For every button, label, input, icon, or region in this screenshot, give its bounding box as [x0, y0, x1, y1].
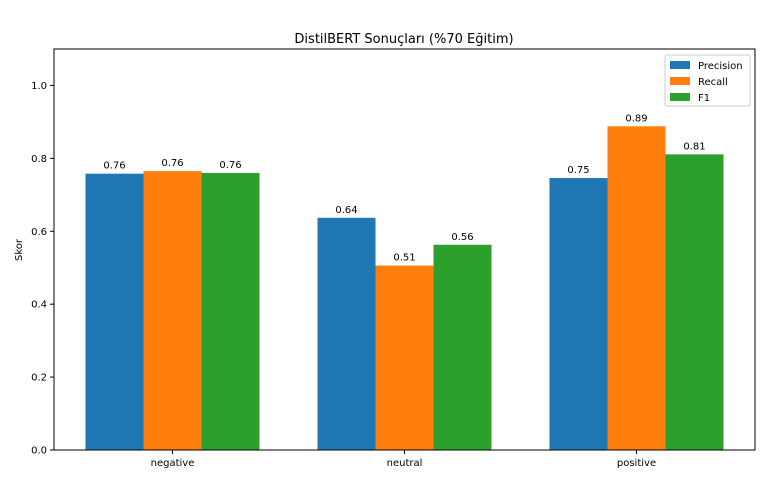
y-axis-label: Skor: [14, 238, 25, 261]
legend-label-precision: Precision: [698, 61, 743, 72]
bar-recall-negative: [143, 171, 202, 450]
bar-recall-neutral: [375, 265, 434, 450]
y-tick-label: 0.2: [31, 373, 47, 384]
legend-swatch-recall: [670, 77, 690, 85]
legend-swatch-f1: [670, 93, 690, 101]
bars-group: [85, 126, 724, 451]
x-tick-label-positive: positive: [617, 458, 656, 469]
bar-f1-negative: [201, 172, 260, 451]
bar-precision-negative: [85, 173, 144, 450]
data-label-f1-negative: 0.76: [219, 160, 241, 171]
bar-f1-positive: [665, 154, 724, 450]
legend-label-recall: Recall: [698, 77, 728, 88]
data-label-precision-positive: 0.75: [567, 165, 589, 176]
y-tick-label: 0.8: [31, 154, 47, 165]
y-tick-label: 0.0: [31, 446, 47, 457]
data-label-recall-negative: 0.76: [161, 158, 183, 169]
axes-group: 0.0 0.2 0.4 0.6 0.8 1.0 negative neutral positiv…: [31, 48, 756, 469]
legend-label-f1: F1: [698, 93, 710, 104]
bar-recall-positive: [607, 126, 666, 451]
x-tick-label-negative: negative: [151, 458, 195, 469]
bar-precision-positive: [549, 178, 608, 451]
y-tick-label: 1.0: [31, 81, 47, 92]
y-tick-label: 0.4: [31, 300, 47, 311]
data-label-precision-negative: 0.76: [103, 161, 125, 172]
data-label-recall-positive: 0.89: [625, 113, 647, 124]
chart-title: DistilBERT Sonuçları (%70 Eğitim): [294, 32, 513, 47]
data-labels-group: 0.76 0.76 0.76 0.64 0.51 0.56 0.75 0.89 0.81: [103, 113, 705, 263]
bar-precision-neutral: [317, 217, 376, 450]
data-label-f1-positive: 0.81: [683, 141, 705, 152]
y-tick-label: 0.6: [31, 227, 47, 238]
data-label-precision-neutral: 0.64: [335, 205, 357, 216]
legend: Precision Recall F1: [664, 54, 751, 107]
legend-swatch-precision: [670, 61, 690, 69]
x-tick-label-neutral: neutral: [387, 458, 423, 469]
bar-f1-neutral: [433, 244, 492, 450]
data-label-f1-neutral: 0.56: [451, 232, 473, 243]
data-label-recall-neutral: 0.51: [393, 253, 415, 264]
